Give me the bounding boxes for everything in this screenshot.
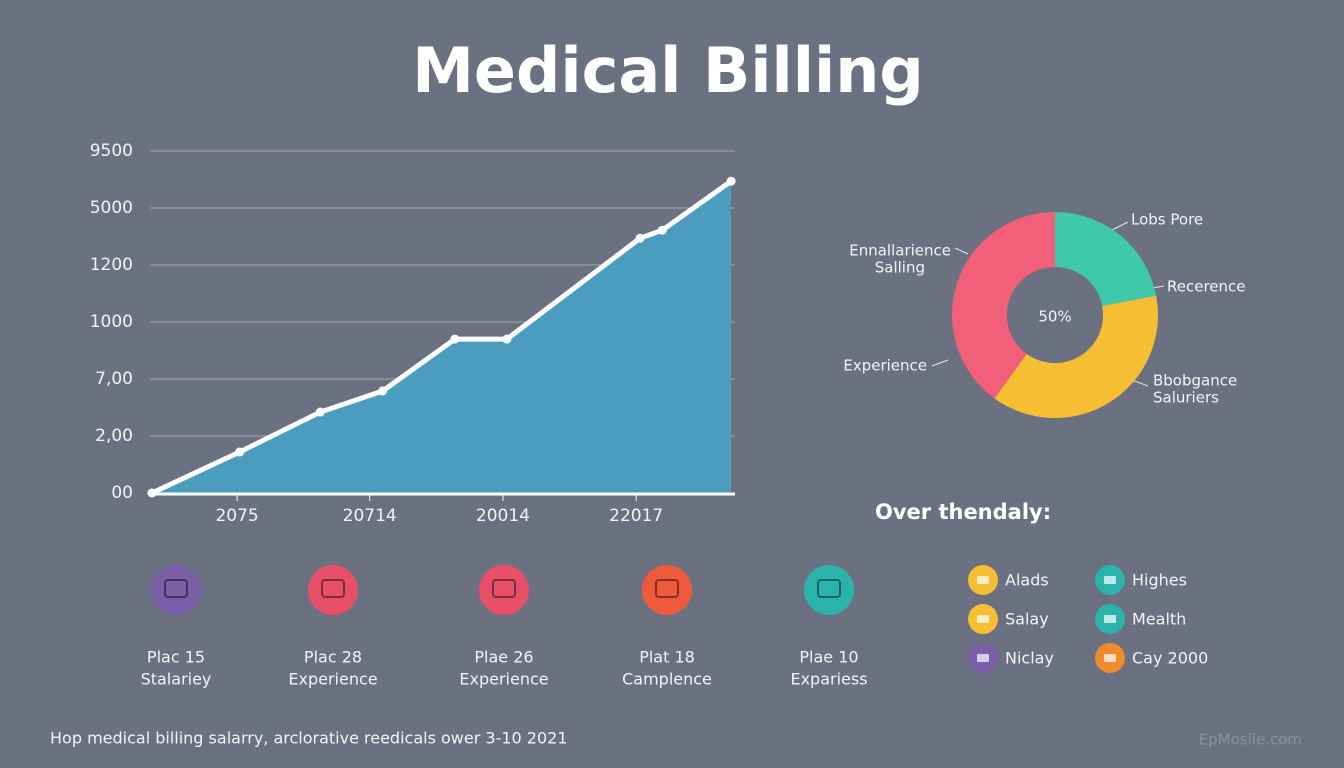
stat-item: Plat 18 Camplence <box>622 565 712 689</box>
stat-icon <box>308 565 358 615</box>
footnote: Hop medical billing salarry, arclorative… <box>50 729 568 748</box>
legend-glyph <box>977 654 989 662</box>
legend-label: Cay 2000 <box>1132 649 1208 668</box>
legend-glyph <box>977 576 989 584</box>
stat-label: Experience <box>459 670 548 689</box>
stat-label: Expariess <box>790 670 867 689</box>
point <box>235 447 245 457</box>
legend-label: Niclay <box>1005 649 1054 668</box>
y-tick-label: 2,00 <box>95 426 133 446</box>
stat-icon-glyph <box>655 579 679 598</box>
stat-icon <box>151 565 201 615</box>
donut-label: Bbobgance <box>1153 372 1237 390</box>
point <box>315 407 325 417</box>
legend-glyph <box>1104 576 1116 584</box>
point <box>635 233 645 243</box>
stat-label: Plat 18 <box>639 648 695 667</box>
stat-label: Plac 28 <box>304 648 362 667</box>
legend-label: Mealth <box>1132 610 1186 629</box>
donut-slice <box>952 212 1055 399</box>
donut-label: Lobs Pore <box>1131 211 1203 229</box>
watermark: EpMosile.com <box>1199 731 1302 749</box>
stat-item: Plac 28 Experience <box>288 565 378 689</box>
y-tick-label: 7,00 <box>95 369 133 389</box>
y-tick-label: 1000 <box>90 312 133 332</box>
y-tick-label: 5000 <box>90 198 133 218</box>
donut-center-label: 50% <box>1038 308 1071 326</box>
title: Medical Billing <box>412 34 924 107</box>
stat-icon-glyph <box>164 579 188 598</box>
stat-label: Experience <box>288 670 377 689</box>
legend-glyph <box>1104 615 1116 623</box>
donut-label: Salling <box>875 259 925 277</box>
point <box>378 386 388 396</box>
stat-label: Camplence <box>622 670 712 689</box>
stat-label: Plae 26 <box>474 648 533 667</box>
legend-label: Highes <box>1132 571 1187 590</box>
legend-title: Over thendaly: <box>875 500 1051 524</box>
stat-label: Plac 15 <box>147 648 205 667</box>
stat-item: Plae 26 Experience <box>459 565 549 689</box>
donut-label: Experience <box>843 357 927 375</box>
legend-label: Alads <box>1005 571 1049 590</box>
donut-label: Ennallarience <box>849 242 951 260</box>
area <box>151 181 732 493</box>
stat-icon <box>642 565 692 615</box>
donut-hole <box>1007 267 1103 363</box>
stat-item: Plac 15 Stalariey <box>141 565 212 689</box>
donut-slice <box>1055 212 1157 307</box>
legend-glyph <box>977 615 989 623</box>
x-tick-label: 20014 <box>476 506 530 526</box>
point <box>726 176 736 186</box>
stat-item: Plae 10 Expariess <box>790 565 868 689</box>
legend-glyph <box>1104 654 1116 662</box>
x-tick-label: 2075 <box>215 506 258 526</box>
stat-icon-glyph <box>492 579 516 598</box>
y-tick-label: 1200 <box>90 255 133 275</box>
x-tick-label: 20714 <box>343 506 397 526</box>
y-tick-label: 9500 <box>90 141 133 161</box>
donut-slice <box>994 295 1158 418</box>
donut-label: Saluriers <box>1153 389 1219 407</box>
stat-icon-glyph <box>321 579 345 598</box>
point <box>502 334 512 344</box>
donut-label: Recerence <box>1167 278 1246 296</box>
stat-icon <box>479 565 529 615</box>
stat-icon <box>804 565 854 615</box>
y-tick-label: 00 <box>111 483 133 503</box>
x-tick-label: 22017 <box>609 506 663 526</box>
legend-label: Salay <box>1005 610 1049 629</box>
point <box>657 225 667 235</box>
stat-label: Stalariey <box>141 670 212 689</box>
stat-label: Plae 10 <box>799 648 858 667</box>
point <box>450 334 460 344</box>
stat-icon-glyph <box>817 579 841 598</box>
